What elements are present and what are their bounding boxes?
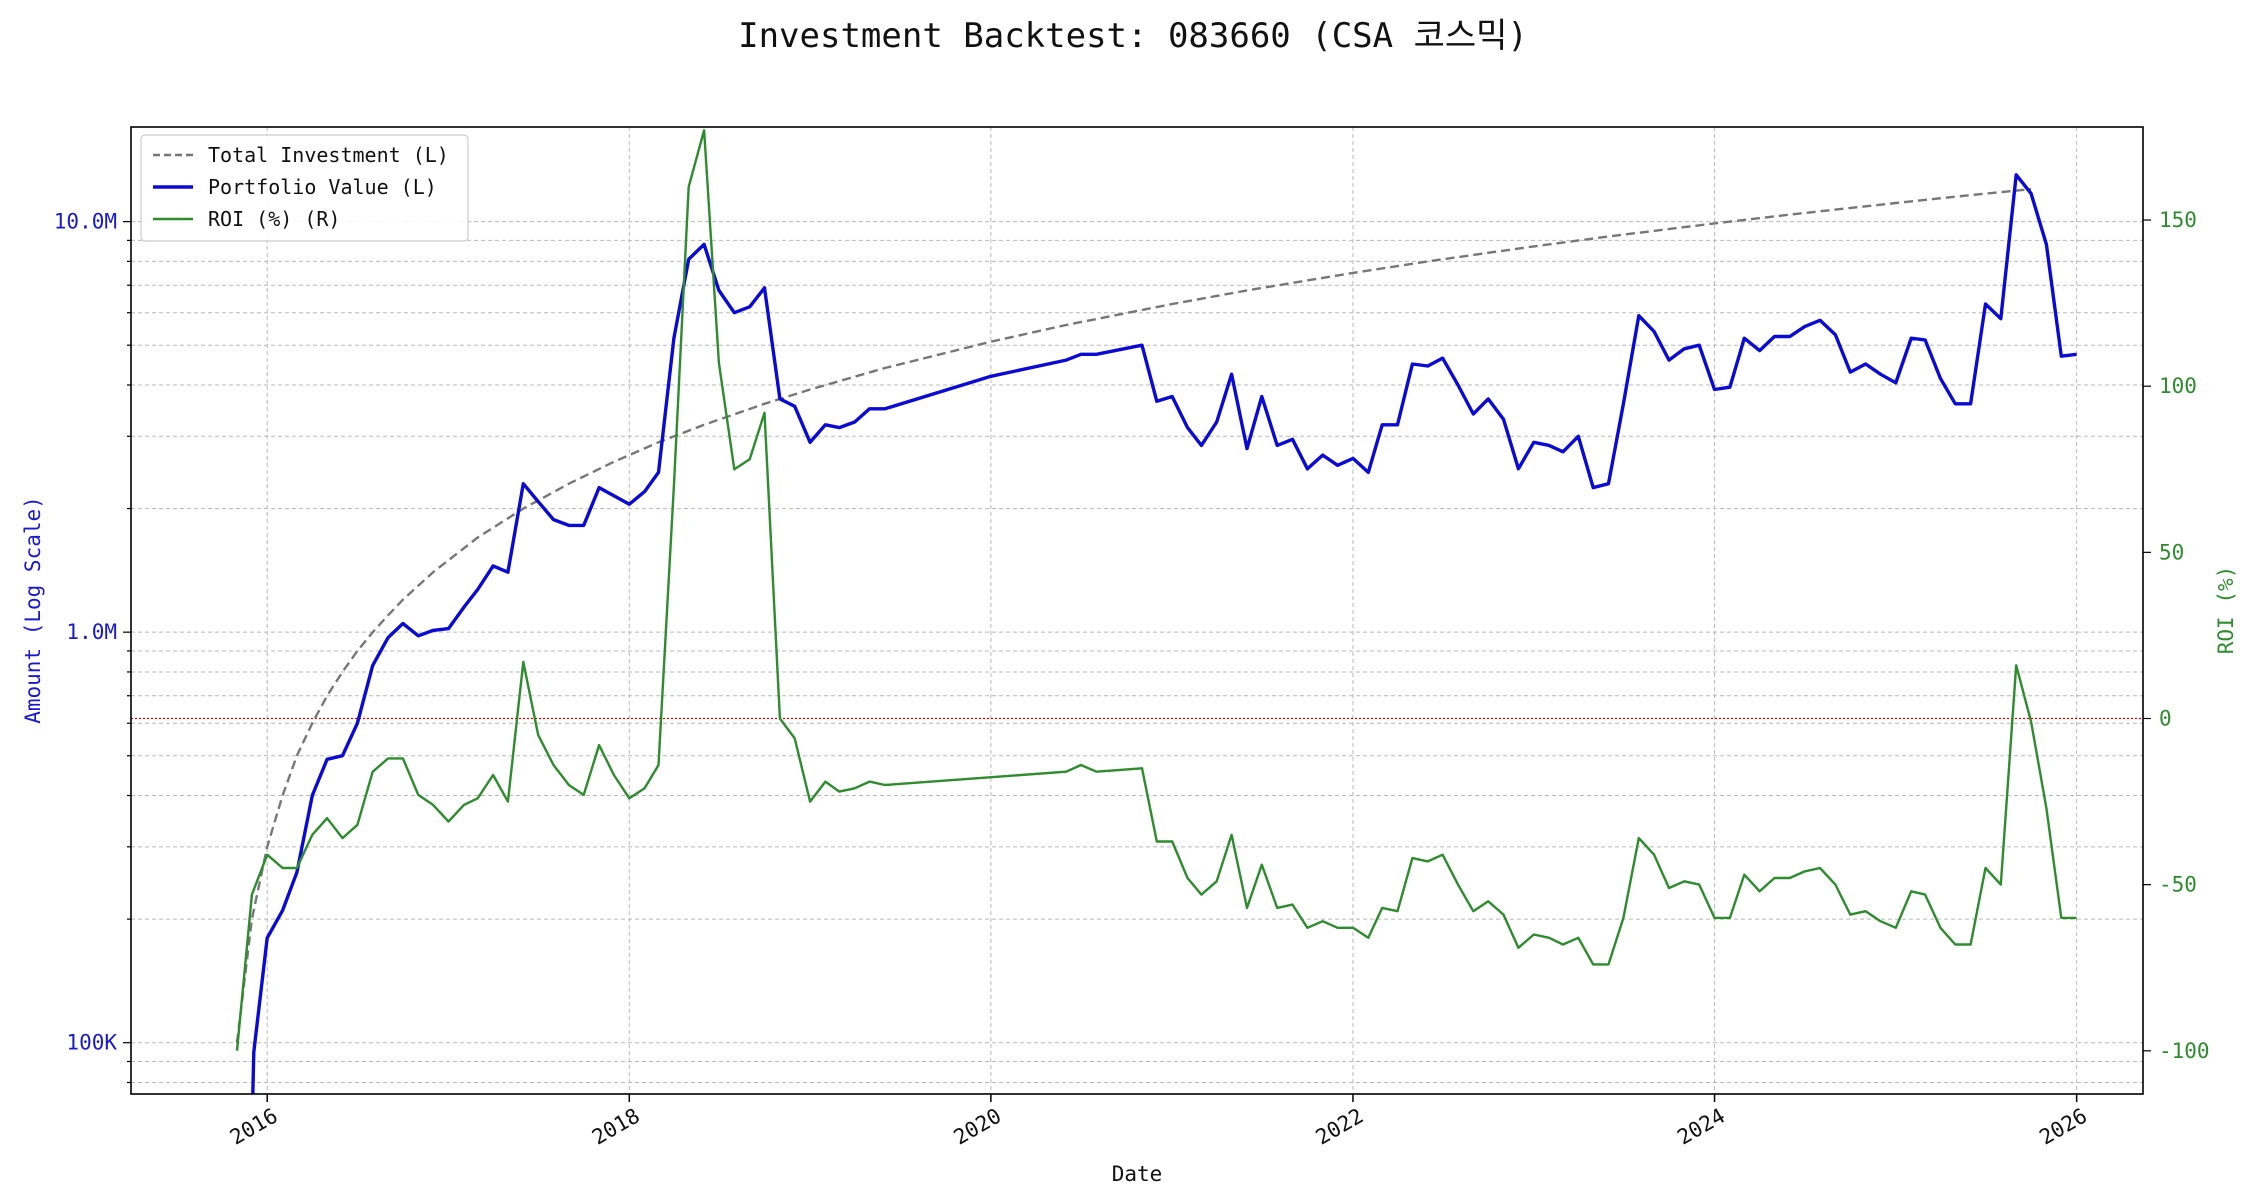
total-investment-line <box>235 187 2032 1043</box>
roi-line <box>235 129 2077 1051</box>
x-tick-label: 2022 <box>1312 1104 1368 1150</box>
x-tick-label: 2016 <box>226 1104 282 1150</box>
chart-title: Investment Backtest: 083660 (CSA 코스믹) <box>738 16 1528 56</box>
left-axis-label: Amount (Log Scale) <box>21 496 45 724</box>
legend: Total Investment (L) Portfolio Value (L)… <box>140 134 469 242</box>
right-axis-ticks: -100 -50 0 50 100 150 <box>2143 208 2210 1063</box>
portfolio-value-line <box>251 173 2077 1094</box>
right-tick-label: 0 <box>2159 706 2172 730</box>
right-tick-label: -50 <box>2159 873 2197 897</box>
series-layer <box>235 129 2077 1094</box>
right-axis-label: ROI (%) <box>2214 566 2238 655</box>
x-tick-label: 2026 <box>2035 1104 2091 1150</box>
x-axis-label: Date <box>1112 1162 1163 1186</box>
legend-box <box>140 134 469 242</box>
legend-label-roi: ROI (%) (R) <box>208 207 340 231</box>
left-tick-label: 10.0M <box>54 210 117 234</box>
right-tick-label: 100 <box>2159 374 2197 398</box>
x-tick-label: 2018 <box>588 1104 644 1150</box>
legend-label-total-investment: Total Investment (L) <box>208 143 449 167</box>
left-axis-ticks: 100K 1.0M 10.0M <box>54 210 131 1084</box>
left-tick-label: 1.0M <box>66 620 117 644</box>
x-tick-label: 2024 <box>1673 1104 1729 1150</box>
plot-frame <box>130 126 2144 1095</box>
x-tick-label: 2020 <box>950 1104 1006 1150</box>
left-tick-label: 100K <box>66 1031 117 1055</box>
right-tick-label: -100 <box>2159 1039 2210 1063</box>
x-axis-ticks: 2016 2018 2020 2022 2024 2026 <box>226 1094 2091 1150</box>
grid-layer <box>131 127 2143 1094</box>
right-tick-label: 150 <box>2159 208 2197 232</box>
legend-label-portfolio-value: Portfolio Value (L) <box>208 175 437 199</box>
right-tick-label: 50 <box>2159 540 2184 564</box>
